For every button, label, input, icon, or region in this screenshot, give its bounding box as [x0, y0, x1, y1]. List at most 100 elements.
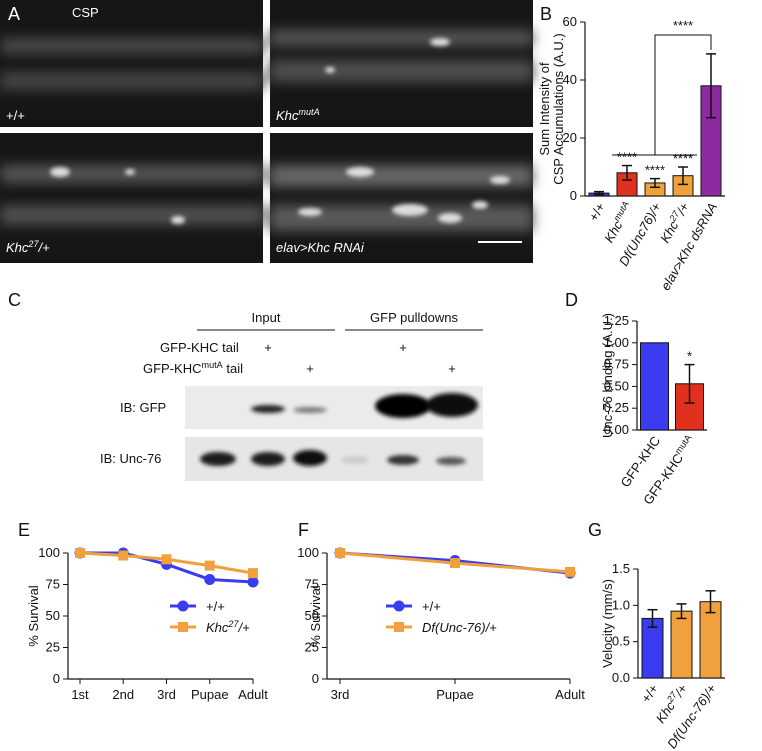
western-blot [185, 329, 483, 481]
column-header: GFP pulldowns [370, 310, 458, 325]
legend-marker [178, 622, 188, 632]
text-part: +/+ [206, 599, 225, 614]
y-tick-label: 40 [563, 72, 577, 87]
bands [200, 393, 478, 466]
text-part: mutA [298, 107, 319, 117]
text-part: Khc [601, 218, 625, 245]
y-tick-label: 0.0 [612, 670, 630, 685]
text-part: mutA [202, 360, 224, 370]
text-part: +/+ [422, 599, 441, 614]
y-tick-label: 75 [305, 577, 319, 592]
bar [640, 342, 669, 431]
significance-label: * [687, 349, 692, 364]
legend-label: +/+ [206, 599, 225, 614]
y-tick-label: 1.5 [612, 561, 630, 576]
significance-label: **** [673, 18, 693, 33]
error-bar [684, 363, 695, 404]
text-part: elav>Khc RNAi [276, 240, 365, 255]
panel-letter: F [298, 520, 309, 540]
y-tick-label: 0 [570, 188, 577, 203]
x-tick-label: 3rd [157, 687, 176, 702]
panel-letter: E [18, 520, 30, 540]
significance-bracket [612, 34, 712, 156]
text-part: GFP-KHC [143, 361, 202, 376]
text-part: tail [223, 361, 243, 376]
y-tick-label: 25 [305, 640, 319, 655]
x-tick-label: 1st [71, 687, 89, 702]
panel-letter: G [588, 520, 602, 540]
y-tick-label: 0.5 [612, 634, 630, 649]
x-tick-label: Adult [555, 687, 585, 702]
y-tick-label: 50 [46, 608, 60, 623]
text-part: +/+ [638, 681, 661, 705]
panel-letter: A [8, 4, 20, 24]
error-bar [650, 177, 660, 189]
image-label: KhcmutA [276, 107, 320, 123]
marker [204, 560, 215, 571]
x-tick-label: +/+ [638, 681, 661, 705]
legend-label: Khc27/+ [206, 619, 250, 635]
y-tick-label: 20 [563, 130, 577, 145]
construct-label: GFP-KHC tail [160, 340, 239, 355]
panel-letter: D [565, 290, 578, 310]
y-tick-label: 0.00 [604, 422, 629, 437]
micrograph [0, 133, 263, 263]
text-part: 27 [27, 239, 39, 249]
text-part: Khc [653, 698, 678, 725]
plus-sign: + [399, 340, 407, 355]
panel-letter: B [540, 4, 552, 24]
text-part: mutA [673, 432, 694, 456]
y-tick-label: 1.25 [604, 313, 629, 328]
significance-label: **** [617, 150, 637, 165]
text-part: GFP-KHC tail [160, 340, 239, 355]
text-part: /+ [238, 620, 251, 635]
plus-sign: + [306, 361, 314, 376]
x-tick-label: 3rd [331, 687, 350, 702]
x-tick-label: +/+ [586, 200, 608, 224]
text-part: Df(Unc-76)/+ [422, 620, 497, 635]
image-label: Khc27/+ [6, 239, 50, 255]
y-axis-label: % Survival [26, 585, 41, 647]
y-tick-label: 100 [297, 545, 319, 560]
y-axis-label: Unc-76 binding (A.U.) [600, 313, 615, 438]
error-bar [705, 590, 716, 614]
text-part: +/+ [6, 108, 25, 123]
y-tick-label: 0 [53, 671, 60, 686]
marker [118, 550, 129, 561]
legend-marker [394, 622, 404, 632]
panel-letter: C [8, 290, 21, 310]
y-tick-label: 0 [312, 671, 319, 686]
marker [75, 548, 85, 558]
marker [565, 566, 575, 577]
y-tick-label: 75 [46, 577, 60, 592]
image-label: elav>Khc RNAi [276, 240, 365, 255]
error-bar [622, 164, 632, 181]
y-tick-label: 0.75 [604, 357, 629, 372]
blot-label: IB: GFP [120, 400, 166, 415]
text-part: Khc [276, 108, 299, 123]
x-tick-label: Pupae [436, 687, 474, 702]
y-axis-label: % Survival [308, 585, 323, 647]
text-part: +/+ [586, 200, 608, 224]
significance-label: **** [645, 163, 665, 178]
error-bar [706, 53, 716, 119]
y-tick-label: 50 [305, 608, 319, 623]
text-part: /+ [38, 240, 51, 255]
marker [204, 573, 216, 585]
construct-label: GFP-KHCmutA tail [143, 360, 243, 376]
y-axis-label: CSP Accumulations (A.U.) [551, 33, 566, 184]
micrograph-panel [0, 0, 533, 263]
legend-label: +/+ [422, 599, 441, 614]
plus-sign: + [264, 340, 272, 355]
accumulations [50, 38, 510, 224]
y-axis-label: Sum Intensity of [537, 62, 552, 156]
marker [247, 576, 259, 588]
bar [670, 610, 693, 679]
x-tick-label: Adult [238, 687, 268, 702]
blot-label: IB: Unc-76 [100, 451, 161, 466]
marker [450, 558, 460, 569]
y-tick-label: 100 [38, 545, 60, 560]
x-tick-label: elav>Khc dsRNA [658, 200, 720, 293]
